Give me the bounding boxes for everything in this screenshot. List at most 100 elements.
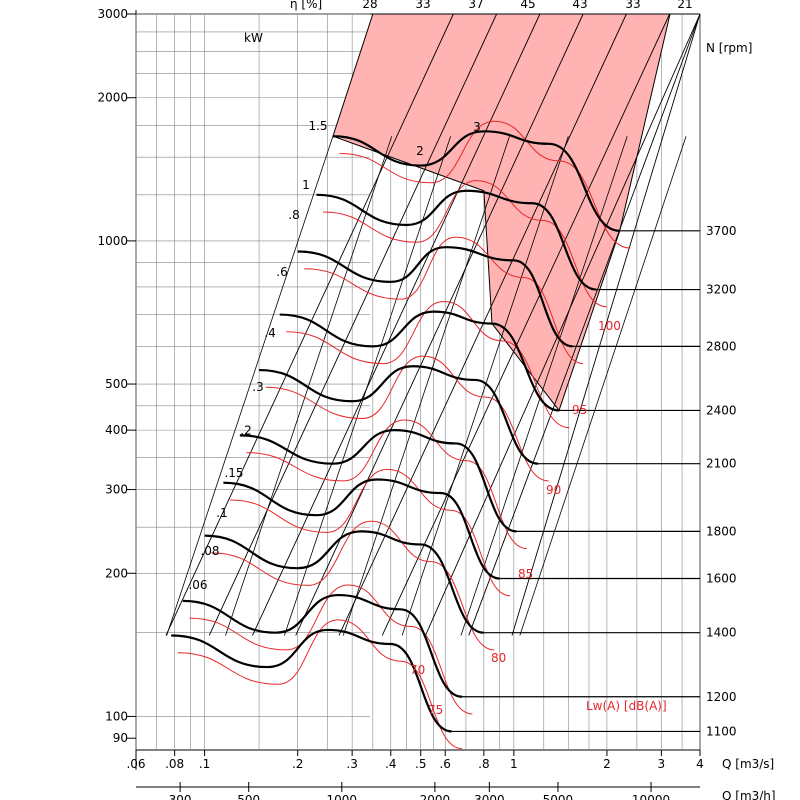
y-tick-label: 400 <box>105 423 128 437</box>
fan-curve-2400 <box>279 310 560 412</box>
sound-label: 75 <box>428 703 443 717</box>
y-tick-label: 100 <box>105 709 128 723</box>
sound-label: 90 <box>546 483 561 497</box>
sound-label: 85 <box>518 567 533 581</box>
power-unit-label: kW <box>244 31 263 45</box>
power-label: .06 <box>188 578 207 592</box>
high-noise-zone <box>332 13 671 412</box>
efficiency-line <box>166 136 334 636</box>
speed-label: 1800 <box>706 524 737 538</box>
y-tick-label: 1000 <box>97 234 128 248</box>
bottom-axis-label: Q [m3/h] <box>722 789 776 800</box>
speed-label: 1200 <box>706 690 737 704</box>
x-tick-label: .4 <box>385 757 396 771</box>
sound-label: 80 <box>491 651 506 665</box>
fan-curve-1600 <box>223 478 500 580</box>
m3h-tick-label: 10000 <box>632 793 670 800</box>
x-tick-label: .08 <box>165 757 184 771</box>
efficiency-tick-label: 21 <box>677 0 692 11</box>
shaded-zone <box>332 13 671 412</box>
fan-curve-2100 <box>259 365 539 465</box>
efficiency-line <box>284 136 452 636</box>
sound-label: 70 <box>410 663 425 677</box>
x-tick-label: .5 <box>415 757 426 771</box>
fan-curve-1400 <box>204 530 485 634</box>
efficiency-tick-label: 45 <box>520 0 535 11</box>
y-tick-label: 2000 <box>97 91 128 105</box>
sound-curve <box>189 584 473 715</box>
power-label: .08 <box>200 544 219 558</box>
fan-curve-1200 <box>182 593 463 698</box>
fan-curves <box>171 130 700 733</box>
power-label: .3 <box>252 380 263 394</box>
sound-curve <box>304 236 584 365</box>
power-label: .2 <box>240 424 251 438</box>
speed-label: 2800 <box>706 339 737 353</box>
sound-curve <box>339 120 631 249</box>
speed-label: 1100 <box>706 724 737 738</box>
fan-curve-2800 <box>297 246 573 348</box>
sound-curve <box>177 619 463 750</box>
speed-label: 3200 <box>706 283 737 297</box>
y-tick-label: 90 <box>113 731 128 745</box>
speed-label: 3700 <box>706 224 737 238</box>
sound-curve <box>246 419 527 550</box>
m3h-tick-label: 300 <box>169 793 192 800</box>
efficiency-line <box>519 136 687 636</box>
x-tick-label: .2 <box>292 757 303 771</box>
power-label: .6 <box>276 265 287 279</box>
m3h-tick-label: 3000 <box>474 793 505 800</box>
speed-axis-label: N [rpm] <box>706 41 752 55</box>
sound-curve <box>211 520 495 651</box>
y-tick-label: 500 <box>105 377 128 391</box>
x-tick-label: .6 <box>439 757 450 771</box>
x-tick-label: .8 <box>478 757 489 771</box>
axis-text: 90 100 200 300 400 500 1000 2000 3000 28 33 37 45 4 3 3… <box>97 0 736 800</box>
x-tick-label: .1 <box>199 757 210 771</box>
system-line <box>165 13 454 636</box>
speed-label: 2100 <box>706 457 737 471</box>
efficiency-tick-label: 37 <box>468 0 483 11</box>
efficiency-tick-label: 33 <box>625 0 640 11</box>
x-tick-label: 1 <box>510 757 518 771</box>
top-axis-label: η [%] <box>290 0 322 11</box>
sound-curve <box>286 301 570 429</box>
sound-label: 95 <box>572 403 587 417</box>
sound-label: 100 <box>598 319 621 333</box>
curve-point-label: 2 <box>416 144 424 158</box>
y-tick-label: 200 <box>105 566 128 580</box>
efficiency-line <box>401 136 569 636</box>
system-line <box>425 13 701 636</box>
x-tick-label: 4 <box>696 757 704 771</box>
system-line <box>252 13 541 636</box>
power-label: 1.5 <box>308 119 327 133</box>
m3h-tick-label: 1000 <box>327 793 358 800</box>
m3h-tick-label: 500 <box>237 793 260 800</box>
power-label: .1 <box>216 506 227 520</box>
speed-label: 2400 <box>706 403 737 417</box>
power-label: 1 <box>302 178 310 192</box>
speed-label: 1400 <box>706 626 737 640</box>
power-label: .15 <box>224 466 243 480</box>
fan-curve-1100 <box>171 628 452 733</box>
x-axis-label: Q [m3/s] <box>722 757 774 771</box>
system-line <box>381 13 671 636</box>
m3h-tick-label: 2000 <box>420 793 451 800</box>
efficiency-line <box>342 136 510 636</box>
fan-curve-3700 <box>332 130 620 232</box>
sound-curves <box>177 120 631 750</box>
x-tick-label: .3 <box>346 757 357 771</box>
power-label: .4 <box>264 326 275 340</box>
efficiency-line <box>225 136 393 636</box>
y-tick-label: 3000 <box>97 7 128 21</box>
speed-label: 1600 <box>706 572 737 586</box>
m3h-tick-label: 5000 <box>543 793 574 800</box>
power-label: .8 <box>288 208 299 222</box>
x-tick-label: 3 <box>658 757 666 771</box>
system-line <box>208 13 498 636</box>
system-line <box>295 13 584 636</box>
fan-curve-3200 <box>316 189 597 291</box>
efficiency-tick-label: 28 <box>362 0 377 11</box>
x-tick-label: .06 <box>126 757 145 771</box>
fan-curve-1800 <box>239 429 517 533</box>
